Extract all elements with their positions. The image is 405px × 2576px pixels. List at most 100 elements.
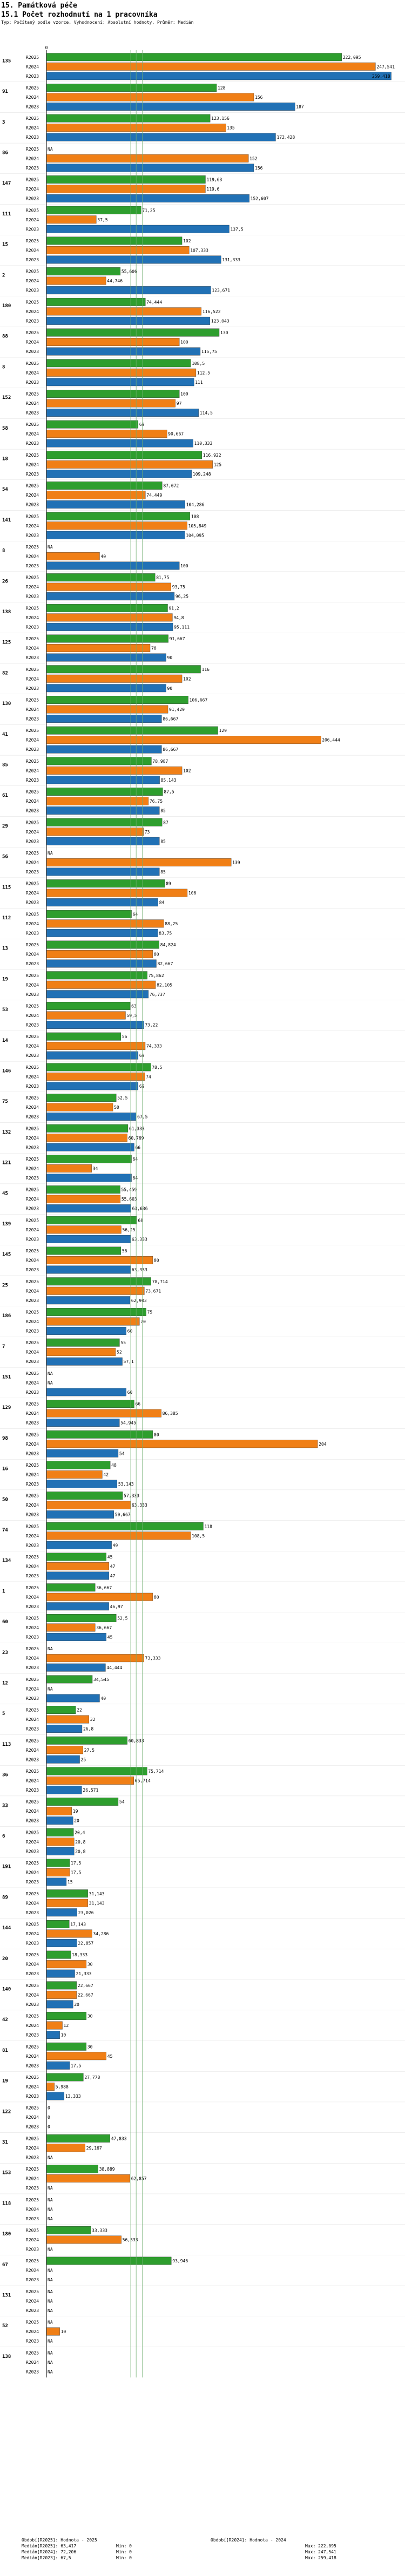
- bar-value-label: 33,333: [92, 2228, 107, 2233]
- bar-value-label: 36,667: [96, 1625, 112, 1630]
- series-year-label: R2024: [26, 1901, 39, 1906]
- bar-r2023: [46, 1051, 139, 1060]
- bar-value-label: 86,385: [163, 1411, 178, 1416]
- series-year-label: R2025: [26, 2075, 39, 2080]
- bar-r2024: [46, 1501, 131, 1509]
- bar-value-label: 137,5: [230, 227, 243, 232]
- series-year-label: R2025: [26, 300, 39, 304]
- series-year-label: R2023: [26, 1298, 39, 1303]
- series-year-label: R2023: [26, 1206, 39, 1211]
- group-label: 5: [2, 1711, 5, 1717]
- group-label: 20: [2, 1956, 8, 1962]
- bar-value-label: 22: [77, 1708, 82, 1713]
- bar-value-label: 64: [133, 1176, 138, 1181]
- bar-r2024: [46, 2052, 106, 2060]
- na-label: NA: [48, 2247, 53, 2252]
- bar-value-label: 81,75: [156, 575, 169, 580]
- series-year-label: R2024: [26, 432, 39, 437]
- bar-value-label: 106,667: [190, 697, 208, 702]
- series-year-label: R2025: [26, 514, 39, 519]
- bar-r2025: [46, 420, 139, 429]
- bar-r2025: [46, 1950, 71, 1959]
- bar-r2024: [46, 1042, 146, 1050]
- bar-value-label: 42: [103, 1472, 109, 1477]
- bar-r2024: [46, 582, 171, 591]
- series-year-label: R2024: [26, 891, 39, 896]
- series-year-label: R2024: [26, 1503, 39, 1508]
- bar-r2024: [46, 246, 190, 254]
- series-year-label: R2023: [26, 2002, 39, 2007]
- bar-value-label: 0: [48, 2115, 50, 2120]
- series-year-label: R2025: [26, 1494, 39, 1499]
- series-year-label: R2023: [26, 135, 39, 140]
- bar-value-label: 56,333: [123, 2238, 138, 2242]
- group-label: 23: [2, 1650, 8, 1656]
- series-year-label: R2023: [26, 1941, 39, 1945]
- series-year-label: R2024: [26, 309, 39, 314]
- bar-r2024: [46, 368, 197, 377]
- group-label: 147: [2, 181, 11, 186]
- series-year-label: R2025: [26, 728, 39, 733]
- group-label: 153: [2, 2171, 11, 2176]
- bar-r2025: [46, 1583, 96, 1592]
- bar-r2023: [46, 286, 211, 295]
- bar-r2024: [46, 2327, 60, 2336]
- bar-r2025: [46, 2165, 98, 2173]
- series-year-label: R2024: [26, 799, 39, 804]
- group-label: 67: [2, 2262, 8, 2268]
- series-year-label: R2025: [26, 1279, 39, 1284]
- bar-r2024: [46, 1715, 89, 1724]
- bar-r2024: [46, 1164, 92, 1172]
- bar-value-label: 82,105: [157, 982, 172, 987]
- bar-value-label: 129: [219, 728, 227, 733]
- bar-r2023: [46, 2031, 60, 2039]
- group-label: 13: [2, 946, 8, 952]
- bar-value-label: 45: [107, 2054, 113, 2059]
- bar-value-label: 73: [145, 830, 150, 835]
- bar-value-label: 93,946: [172, 2259, 188, 2263]
- series-year-label: R2025: [26, 1892, 39, 1896]
- series-year-label: R2025: [26, 1830, 39, 1835]
- bar-value-label: 135: [227, 126, 235, 131]
- na-label: NA: [48, 2207, 53, 2212]
- bar-value-label: 53,143: [118, 1482, 134, 1487]
- bar-r2025: [46, 726, 218, 735]
- series-year-label: R2025: [26, 912, 39, 917]
- bar-r2025: [46, 1032, 122, 1041]
- series-year-label: R2025: [26, 1065, 39, 1070]
- bar-value-label: 44,444: [106, 1665, 122, 1670]
- bar-value-label: 65,714: [135, 1778, 151, 1783]
- series-year-label: R2023: [26, 839, 39, 844]
- series-year-label: R2025: [26, 208, 39, 213]
- footer-cell: Max: 247,541: [305, 2550, 336, 2554]
- series-year-label: R2023: [26, 1115, 39, 1120]
- bar-r2025: [46, 1001, 131, 1010]
- bar-value-label: 52,5: [117, 1616, 127, 1621]
- series-year-label: R2023: [26, 318, 39, 323]
- series-year-label: R2023: [26, 503, 39, 507]
- series-year-label: R2025: [26, 391, 39, 396]
- series-year-label: R2023: [26, 1176, 39, 1181]
- series-year-label: R2023: [26, 227, 39, 232]
- series-year-label: R2025: [26, 2228, 39, 2233]
- bar-r2024: [46, 1440, 318, 1448]
- bar-r2024: [46, 797, 149, 805]
- group-label: 91: [2, 89, 8, 94]
- bar-value-label: 78,714: [152, 1279, 168, 1284]
- group-label: 53: [2, 1007, 8, 1013]
- series-year-label: R2025: [26, 2136, 39, 2141]
- na-label: NA: [48, 851, 53, 856]
- series-year-label: R2025: [26, 116, 39, 121]
- bar-value-label: 130: [220, 330, 228, 335]
- bar-value-label: 90: [167, 686, 173, 691]
- bar-value-label: 102: [183, 676, 191, 681]
- bar-value-label: 78,987: [152, 759, 168, 764]
- series-year-label: R2023: [26, 2308, 39, 2313]
- series-year-label: R2025: [26, 147, 39, 152]
- bar-value-label: 69: [139, 1053, 145, 1058]
- series-year-label: R2024: [26, 1258, 39, 1263]
- bar-value-label: 15: [68, 1880, 73, 1884]
- series-year-label: R2025: [26, 1555, 39, 1560]
- series-year-label: R2023: [26, 1543, 39, 1548]
- bar-r2023: [46, 2092, 65, 2100]
